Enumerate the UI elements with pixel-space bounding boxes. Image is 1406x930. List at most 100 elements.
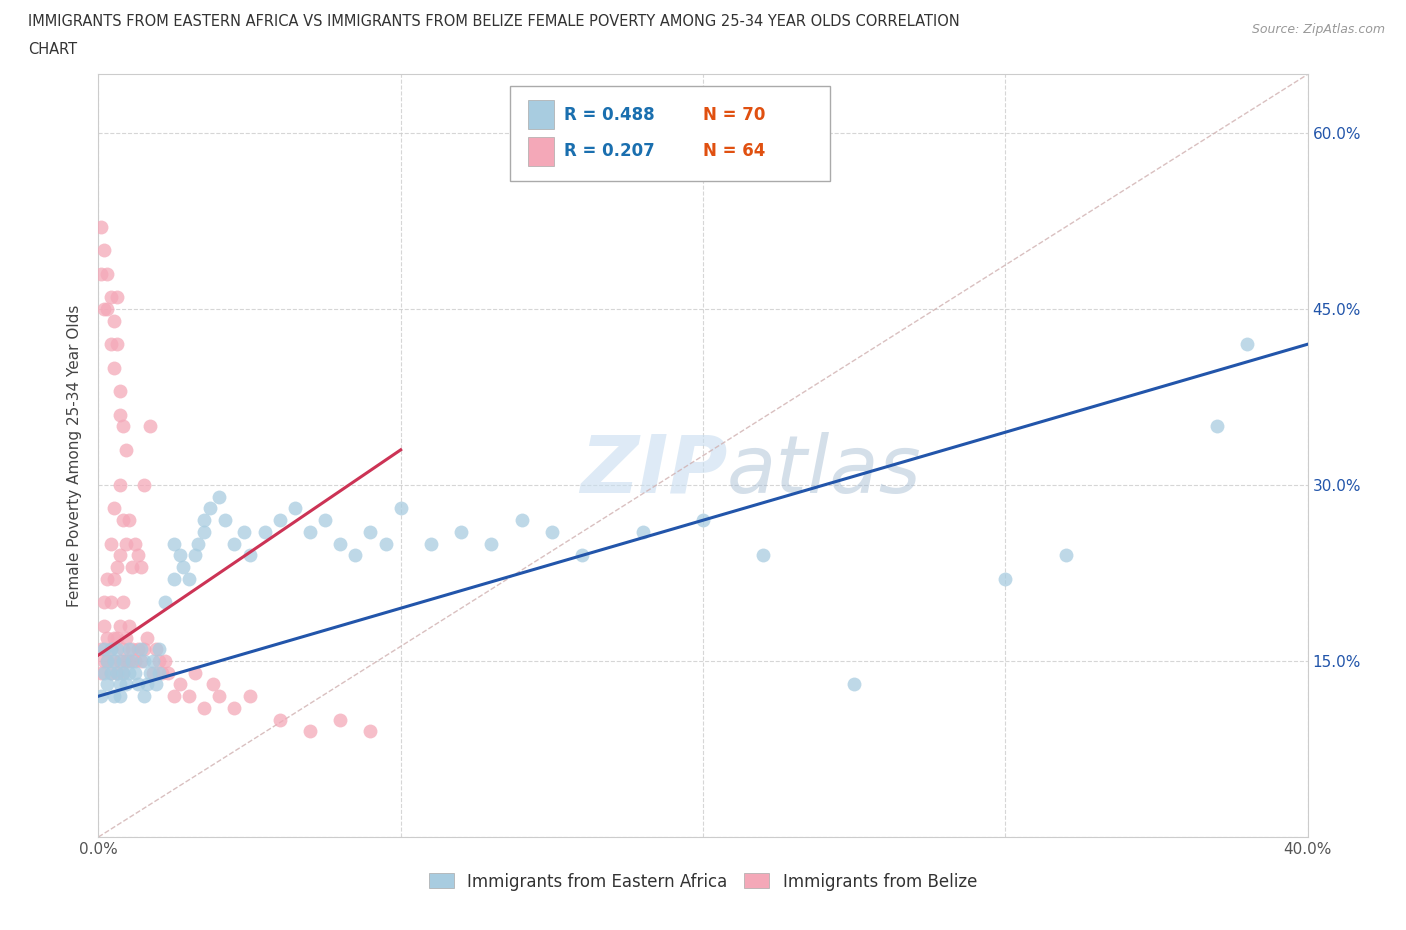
Point bbox=[844, 677, 866, 692]
Point bbox=[96, 301, 118, 316]
Text: R = 0.207: R = 0.207 bbox=[564, 142, 655, 160]
Point bbox=[163, 571, 186, 586]
Point bbox=[118, 654, 141, 669]
Point bbox=[103, 654, 125, 669]
Point bbox=[208, 689, 231, 704]
Text: N = 70: N = 70 bbox=[703, 106, 765, 124]
Point bbox=[108, 384, 131, 399]
Point bbox=[148, 665, 170, 680]
Point bbox=[510, 512, 533, 527]
Point bbox=[93, 595, 115, 610]
Point bbox=[329, 537, 352, 551]
Point bbox=[129, 560, 152, 575]
Point bbox=[93, 243, 115, 258]
Point bbox=[108, 654, 131, 669]
Point bbox=[100, 665, 122, 680]
Legend: Immigrants from Eastern Africa, Immigrants from Belize: Immigrants from Eastern Africa, Immigran… bbox=[422, 866, 984, 897]
Point bbox=[540, 525, 562, 539]
Point bbox=[118, 665, 141, 680]
Point bbox=[169, 548, 191, 563]
Point bbox=[153, 654, 176, 669]
Point bbox=[179, 689, 201, 704]
Point bbox=[111, 665, 134, 680]
Point bbox=[108, 618, 131, 633]
Point bbox=[96, 654, 118, 669]
Point bbox=[284, 501, 307, 516]
Point bbox=[127, 677, 149, 692]
Point bbox=[692, 512, 714, 527]
Point bbox=[132, 654, 155, 669]
Point bbox=[100, 337, 122, 352]
Text: ZIP: ZIP bbox=[579, 432, 727, 510]
Point bbox=[114, 677, 136, 692]
Point bbox=[200, 501, 222, 516]
Point bbox=[127, 548, 149, 563]
Point bbox=[103, 313, 125, 328]
Point bbox=[124, 665, 146, 680]
Point bbox=[100, 642, 122, 657]
Point bbox=[129, 654, 152, 669]
Point bbox=[100, 665, 122, 680]
Point bbox=[208, 489, 231, 504]
Point bbox=[90, 219, 112, 234]
Point bbox=[163, 689, 186, 704]
Point bbox=[148, 654, 170, 669]
Point bbox=[142, 654, 165, 669]
Point bbox=[108, 478, 131, 493]
Point bbox=[111, 595, 134, 610]
Point bbox=[1206, 418, 1229, 433]
Point bbox=[118, 512, 141, 527]
Point bbox=[193, 700, 215, 715]
Text: R = 0.488: R = 0.488 bbox=[564, 106, 655, 124]
Point bbox=[108, 548, 131, 563]
Point bbox=[118, 642, 141, 657]
Point bbox=[103, 501, 125, 516]
Point bbox=[132, 689, 155, 704]
Point bbox=[1054, 548, 1077, 563]
Point bbox=[111, 418, 134, 433]
Point bbox=[193, 512, 215, 527]
Point bbox=[105, 560, 128, 575]
Point bbox=[145, 642, 167, 657]
Point bbox=[139, 418, 162, 433]
Point bbox=[124, 654, 146, 669]
Point bbox=[314, 512, 336, 527]
Point bbox=[108, 677, 131, 692]
Point bbox=[105, 665, 128, 680]
Point bbox=[299, 525, 322, 539]
Point bbox=[148, 642, 170, 657]
Point bbox=[108, 407, 131, 422]
Point bbox=[752, 548, 775, 563]
Point bbox=[111, 665, 134, 680]
Point bbox=[100, 290, 122, 305]
Text: IMMIGRANTS FROM EASTERN AFRICA VS IMMIGRANTS FROM BELIZE FEMALE POVERTY AMONG 25: IMMIGRANTS FROM EASTERN AFRICA VS IMMIGR… bbox=[28, 14, 960, 29]
Point bbox=[118, 618, 141, 633]
Point bbox=[153, 595, 176, 610]
Point bbox=[232, 525, 254, 539]
Point bbox=[96, 654, 118, 669]
Point bbox=[103, 631, 125, 645]
Point bbox=[142, 665, 165, 680]
Point bbox=[93, 665, 115, 680]
Point bbox=[269, 712, 291, 727]
Point bbox=[994, 571, 1017, 586]
Point bbox=[139, 665, 162, 680]
Point bbox=[202, 677, 225, 692]
Y-axis label: Female Poverty Among 25-34 Year Olds: Female Poverty Among 25-34 Year Olds bbox=[67, 304, 83, 607]
Point bbox=[184, 548, 207, 563]
Point bbox=[135, 631, 157, 645]
Point bbox=[96, 631, 118, 645]
Point bbox=[121, 642, 143, 657]
Point bbox=[96, 571, 118, 586]
Point bbox=[105, 642, 128, 657]
Point bbox=[103, 689, 125, 704]
Point bbox=[90, 266, 112, 281]
Point bbox=[360, 525, 382, 539]
Text: N = 64: N = 64 bbox=[703, 142, 765, 160]
Point bbox=[631, 525, 654, 539]
Point bbox=[100, 595, 122, 610]
Point bbox=[103, 654, 125, 669]
Point bbox=[187, 537, 209, 551]
Point bbox=[169, 677, 191, 692]
Point bbox=[96, 266, 118, 281]
